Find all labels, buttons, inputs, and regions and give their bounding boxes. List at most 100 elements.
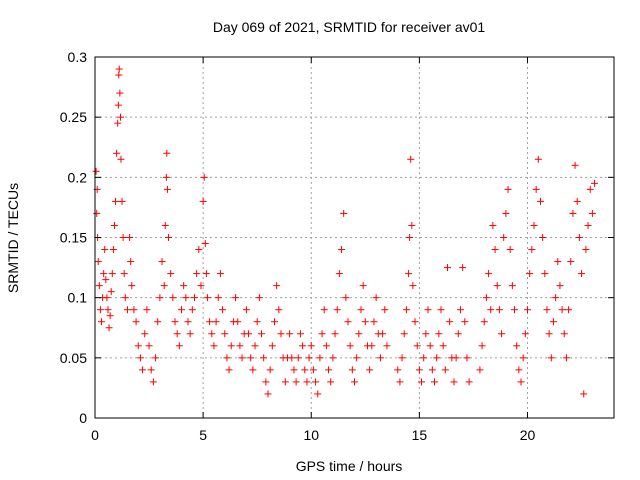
- data-point: [426, 342, 434, 350]
- data-point: [275, 306, 283, 314]
- data-point: [195, 246, 203, 254]
- data-point: [314, 390, 322, 398]
- data-point: [591, 179, 599, 187]
- data-point: [136, 354, 144, 362]
- data-point: [338, 246, 346, 254]
- data-point: [162, 173, 170, 181]
- data-point: [517, 378, 525, 386]
- data-point: [163, 185, 171, 193]
- data-point: [366, 366, 374, 374]
- data-point: [541, 270, 549, 278]
- data-point: [346, 342, 354, 350]
- data-point: [506, 246, 514, 254]
- data-point: [582, 246, 590, 254]
- data-point: [342, 294, 350, 302]
- y-tick-label: 0.1: [68, 290, 88, 306]
- data-point: [549, 318, 557, 326]
- x-tick-label: 0: [91, 427, 99, 443]
- data-point: [118, 197, 126, 205]
- data-point: [119, 234, 127, 241]
- data-point: [534, 155, 542, 163]
- y-tick-label: 0.05: [60, 350, 87, 366]
- data-point: [396, 378, 404, 386]
- data-point: [376, 354, 384, 362]
- data-point: [301, 366, 309, 374]
- data-point: [381, 306, 389, 314]
- data-point: [253, 318, 261, 326]
- data-point: [95, 282, 103, 290]
- data-point: [128, 282, 136, 290]
- data-point: [552, 294, 560, 302]
- data-point: [530, 221, 538, 229]
- data-point: [318, 330, 326, 338]
- data-point: [145, 342, 153, 350]
- data-point: [290, 366, 298, 374]
- data-point: [103, 294, 111, 302]
- data-point: [173, 330, 181, 338]
- data-point: [121, 294, 129, 302]
- data-point: [303, 378, 311, 386]
- data-point: [485, 270, 493, 278]
- data-point: [242, 306, 250, 314]
- data-point: [169, 294, 177, 302]
- data-point: [116, 89, 124, 97]
- data-point: [132, 318, 140, 326]
- data-point: [201, 240, 209, 248]
- data-point: [571, 161, 579, 169]
- data-point: [249, 366, 257, 374]
- data-point: [536, 197, 544, 205]
- data-point: [130, 306, 138, 314]
- data-point: [299, 342, 307, 350]
- data-point: [322, 342, 330, 350]
- data-point: [273, 282, 281, 290]
- data-point: [408, 221, 416, 229]
- data-point: [335, 270, 343, 278]
- data-point: [123, 306, 131, 314]
- data-point: [114, 101, 122, 109]
- data-point: [223, 354, 231, 362]
- data-point: [584, 221, 592, 229]
- data-point: [109, 246, 117, 254]
- data-point: [407, 155, 415, 163]
- data-point: [431, 378, 439, 386]
- data-point: [163, 149, 171, 157]
- data-point: [526, 270, 534, 278]
- data-point: [260, 354, 268, 362]
- y-tick-label: 0: [79, 410, 87, 426]
- data-point: [415, 366, 423, 374]
- data-point: [491, 246, 499, 254]
- data-point: [247, 354, 255, 362]
- data-point: [171, 318, 179, 326]
- data-point: [327, 378, 335, 386]
- data-point: [117, 155, 125, 163]
- data-point: [344, 318, 352, 326]
- data-point: [236, 342, 244, 350]
- data-point: [357, 306, 365, 314]
- data-point: [210, 342, 218, 350]
- data-point: [554, 258, 562, 266]
- data-point: [120, 270, 128, 278]
- data-point: [141, 330, 149, 338]
- data-point: [495, 306, 503, 314]
- data-point: [108, 270, 116, 278]
- data-point: [545, 330, 553, 338]
- data-point: [558, 306, 566, 314]
- data-point: [368, 342, 376, 350]
- data-point: [114, 119, 122, 127]
- data-point: [107, 288, 115, 296]
- data-point: [476, 366, 484, 374]
- data-point: [97, 318, 105, 326]
- data-point: [266, 366, 274, 374]
- axes: 0 0.05 0.1 0.15 0.2 0.25 0.3 0 5 10 15 20: [60, 49, 615, 443]
- data-point: [158, 258, 166, 266]
- data-point: [420, 354, 428, 362]
- data-point: [216, 270, 224, 278]
- data-point: [379, 330, 387, 338]
- data-point: [329, 354, 337, 362]
- data-point: [190, 294, 198, 302]
- data-point: [361, 318, 369, 326]
- data-point: [106, 312, 114, 320]
- data-point: [212, 318, 220, 326]
- y-tick-label: 0.25: [60, 109, 87, 125]
